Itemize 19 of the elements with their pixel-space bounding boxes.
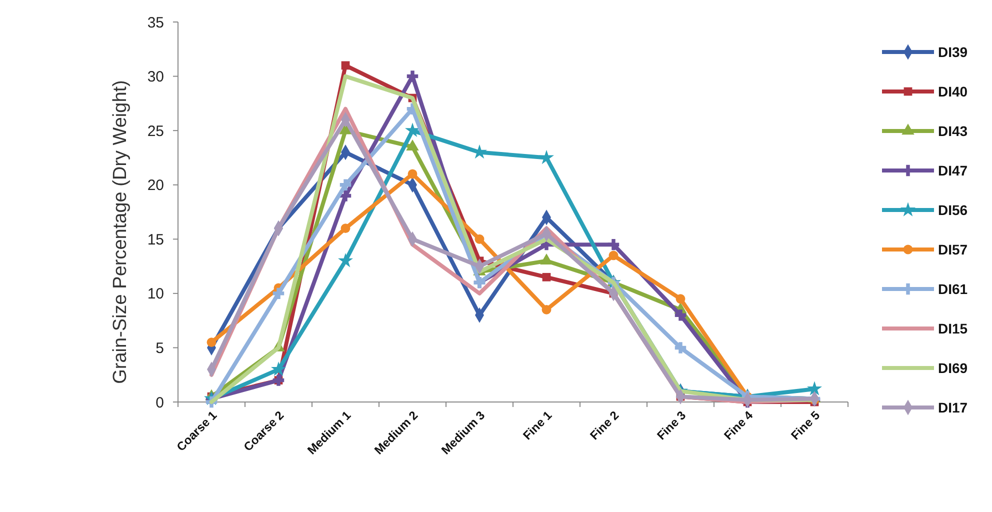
legend-label: DI17 (938, 399, 968, 416)
legend-label: DI69 (938, 360, 968, 376)
legend-label: DI39 (938, 44, 968, 60)
y-tick-label: 10 (147, 286, 164, 303)
legend-label: DI47 (938, 162, 968, 178)
legend-label: DI43 (938, 122, 968, 139)
legend-label: DI57 (938, 241, 968, 258)
y-tick-label: 35 (147, 14, 164, 32)
legend-label: DI15 (938, 320, 968, 336)
y-tick-label: 30 (147, 68, 164, 86)
y-tick-label: 25 (147, 122, 164, 140)
y-tick-label: 5 (156, 340, 164, 357)
y-tick-label: 15 (147, 231, 164, 248)
legend-label: DI61 (938, 280, 968, 297)
y-tick-label: 20 (147, 177, 164, 194)
y-tick-label: 0 (156, 394, 164, 412)
y-axis-title: Grain-Size Percentage (Dry Weight) (110, 80, 131, 384)
legend-label: DI56 (938, 202, 968, 218)
legend-label: DI40 (938, 83, 968, 100)
